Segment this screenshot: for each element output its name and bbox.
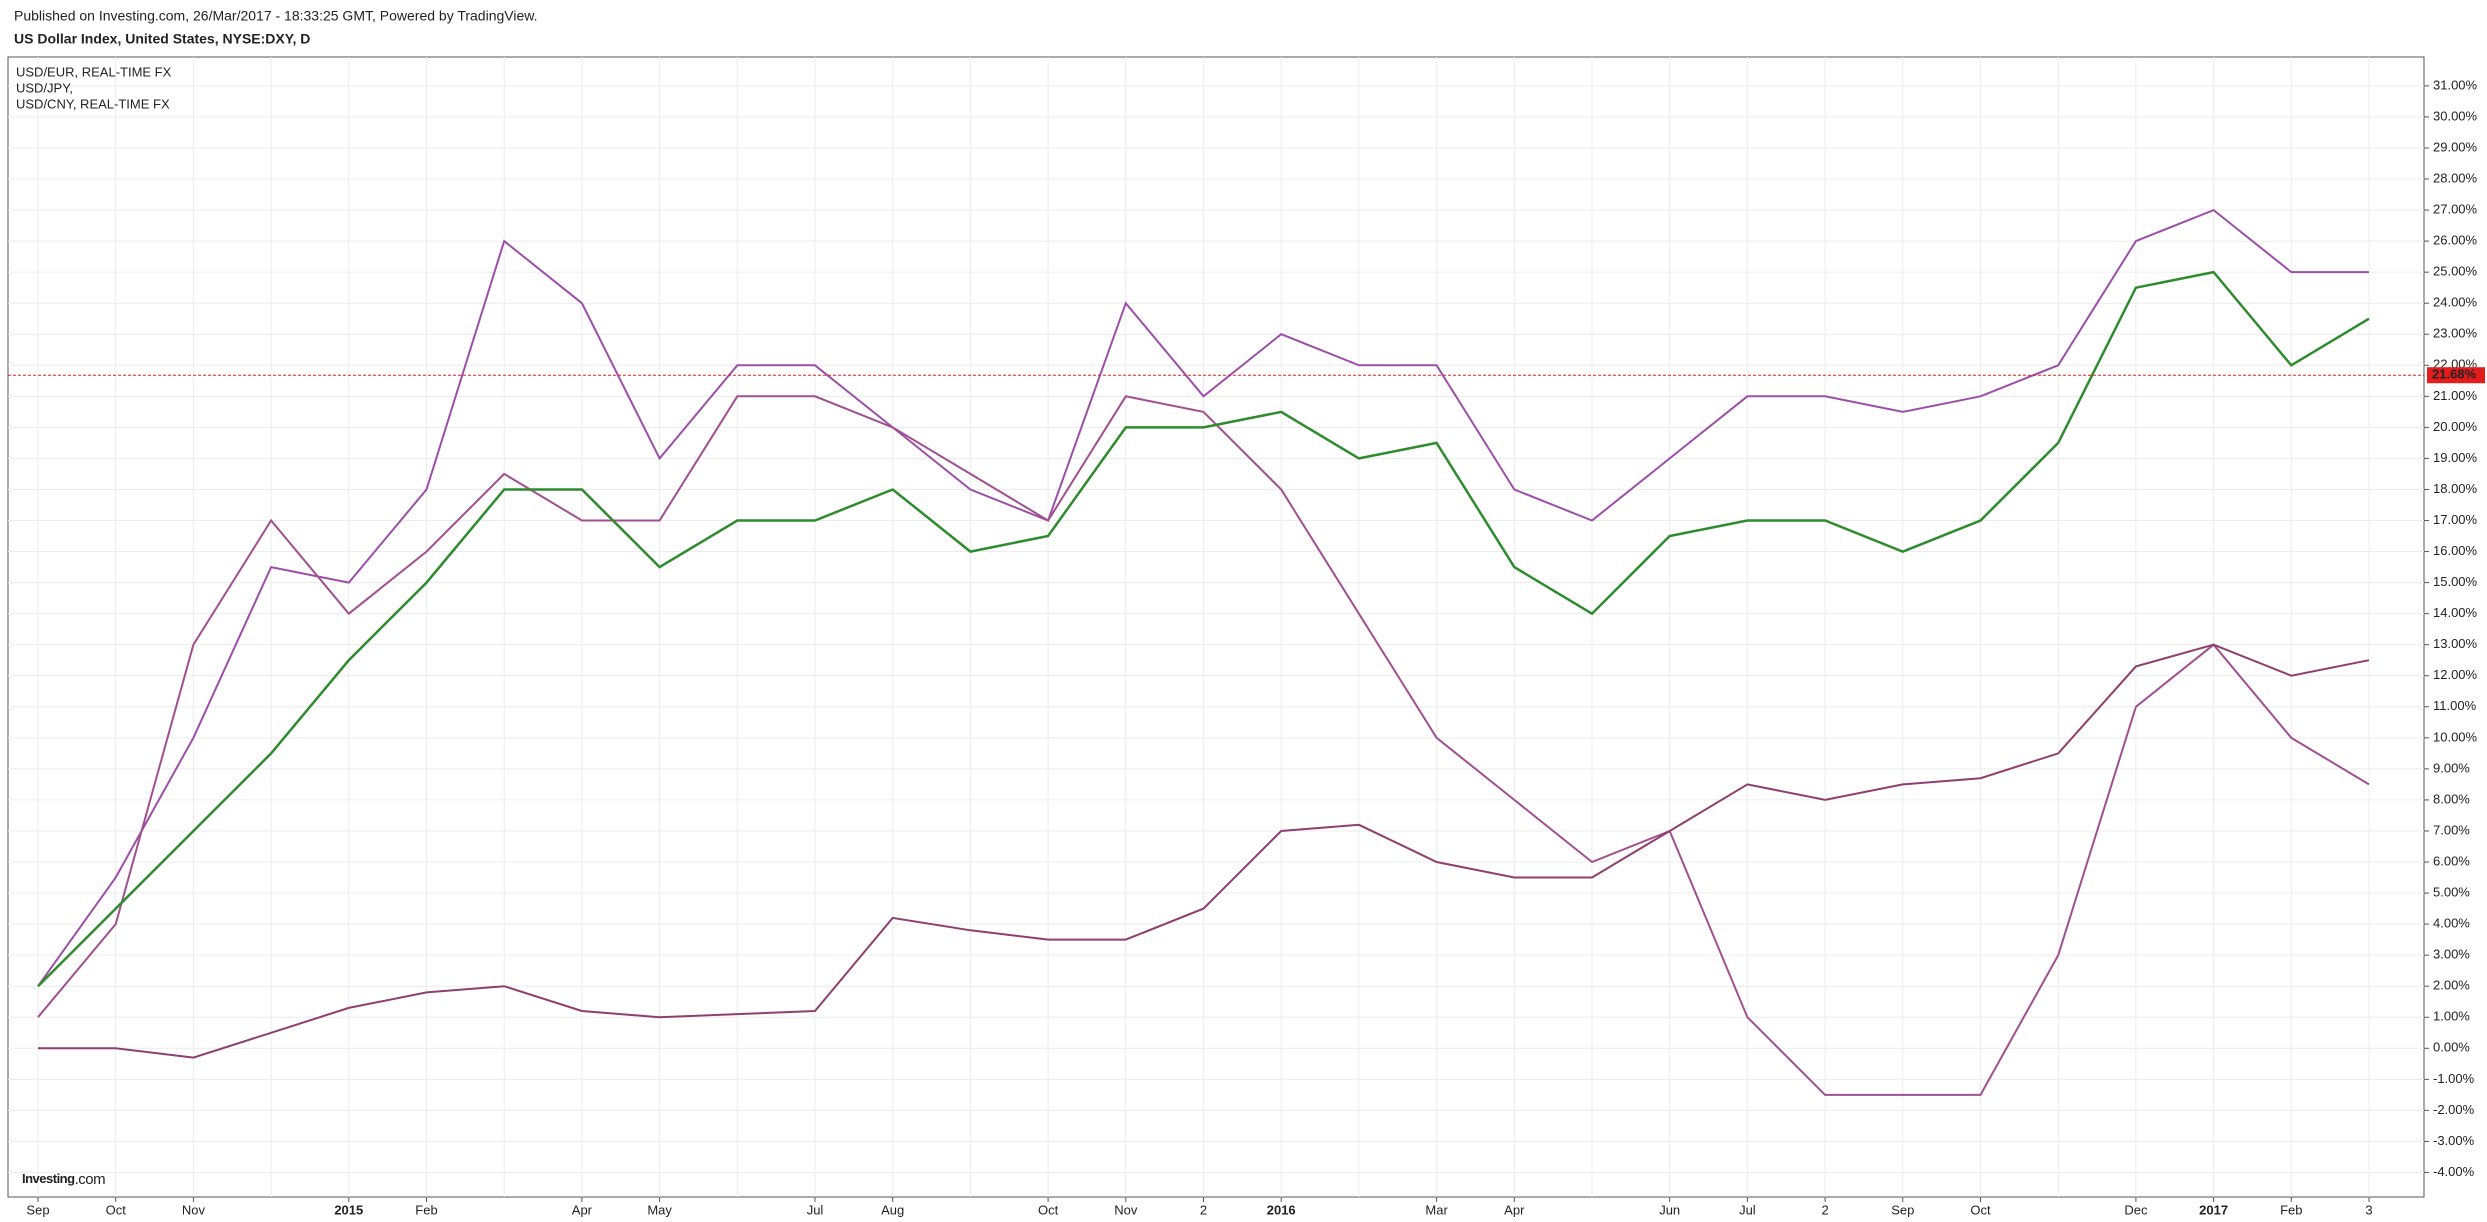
y-tick-label: 20.00% [2433, 419, 2478, 434]
x-tick-label: Apr [572, 1202, 593, 1217]
last-value-box [2427, 367, 2485, 384]
y-tick-label: 27.00% [2433, 201, 2478, 216]
x-tick-label: Oct [106, 1202, 127, 1217]
plot-frame [7, 56, 2425, 1198]
y-tick-label: 19.00% [2433, 450, 2478, 465]
legend-entry: USD/JPY, [16, 80, 73, 95]
y-tick-label: 11.00% [2433, 698, 2477, 713]
x-tick-label: Sep [1891, 1202, 1914, 1217]
y-tick-label: -2.00% [2433, 1102, 2475, 1117]
y-tick-label: 1.00% [2433, 1009, 2470, 1024]
x-tick-label: Oct [1970, 1202, 1991, 1217]
legend-entry: USD/EUR, REAL-TIME FX [16, 64, 172, 79]
y-tick-label: 23.00% [2433, 326, 2478, 341]
y-tick-label: 5.00% [2433, 884, 2470, 899]
y-tick-label: -3.00% [2433, 1133, 2475, 1148]
y-tick-label: 14.00% [2433, 605, 2478, 620]
y-tick-label: 25.00% [2433, 264, 2478, 279]
y-tick-label: 7.00% [2433, 822, 2470, 837]
logo: Investing.com [22, 1171, 105, 1188]
published-note: Published on Investing.com, 26/Mar/2017 … [14, 8, 537, 24]
x-tick-label: 2 [1821, 1202, 1828, 1217]
x-tick-label: Sep [26, 1202, 49, 1217]
series-line [37, 395, 2370, 1096]
x-tick-label: May [647, 1202, 672, 1217]
y-tick-label: 12.00% [2433, 667, 2478, 682]
y-tick-label: 16.00% [2433, 543, 2478, 558]
y-tick-label: 30.00% [2433, 108, 2478, 123]
y-tick-label: 18.00% [2433, 481, 2478, 496]
x-tick-label: Feb [2280, 1202, 2302, 1217]
y-tick-label: 4.00% [2433, 916, 2470, 931]
x-tick-label: 2016 [1267, 1202, 1296, 1217]
x-tick-label: Feb [415, 1202, 437, 1217]
x-tick-label: Jul [1739, 1202, 1756, 1217]
logo-suffix: .com [75, 1171, 106, 1188]
y-tick-label: 17.00% [2433, 512, 2478, 527]
y-tick-label: -4.00% [2433, 1164, 2475, 1179]
y-tick-label: 28.00% [2433, 170, 2478, 185]
last-value-label: 21.68% [2432, 367, 2477, 382]
x-tick-label: Mar [1425, 1202, 1448, 1217]
y-tick-label: 10.00% [2433, 729, 2478, 744]
y-tick-label: 26.00% [2433, 233, 2478, 248]
y-tick-label: 21.00% [2433, 388, 2478, 403]
series-line [38, 643, 2370, 1059]
y-tick-label: 31.00% [2433, 77, 2478, 92]
x-tick-label: Jun [1659, 1202, 1680, 1217]
x-tick-label: 3 [2365, 1202, 2372, 1217]
x-tick-label: Oct [1038, 1202, 1059, 1217]
x-tick-label: 2015 [334, 1202, 363, 1217]
logo-brand: Investing [22, 1171, 75, 1186]
x-tick-label: 2017 [2199, 1202, 2228, 1217]
y-tick-label: 15.00% [2433, 574, 2478, 589]
y-tick-label: 8.00% [2433, 791, 2470, 806]
main-line [37, 270, 2370, 988]
y-tick-label: -1.00% [2433, 1071, 2475, 1086]
x-tick-label: 2 [1200, 1202, 1207, 1217]
legend-entry: USD/CNY, REAL-TIME FX [16, 96, 170, 111]
series-line [37, 208, 2369, 987]
y-tick-label: 6.00% [2433, 853, 2470, 868]
y-tick-label: 0.00% [2433, 1040, 2470, 1055]
y-tick-label: 13.00% [2433, 636, 2478, 651]
x-tick-label: Nov [182, 1202, 206, 1217]
x-tick-label: Dec [2124, 1202, 2148, 1217]
x-tick-label: Nov [1114, 1202, 1138, 1217]
y-tick-label: 2.00% [2433, 978, 2470, 993]
chart-title: US Dollar Index, United States, NYSE:DXY… [14, 31, 310, 47]
y-tick-label: 29.00% [2433, 139, 2478, 154]
x-tick-label: Jul [807, 1202, 824, 1217]
grid: 31.00%30.00%29.00%28.00%27.00%26.00%25.0… [8, 57, 2478, 1217]
x-tick-label: Apr [1504, 1202, 1525, 1217]
x-tick-label: Aug [881, 1202, 904, 1217]
y-tick-label: 9.00% [2433, 760, 2470, 775]
y-tick-label: 3.00% [2433, 947, 2470, 962]
y-tick-label: 24.00% [2433, 295, 2478, 310]
